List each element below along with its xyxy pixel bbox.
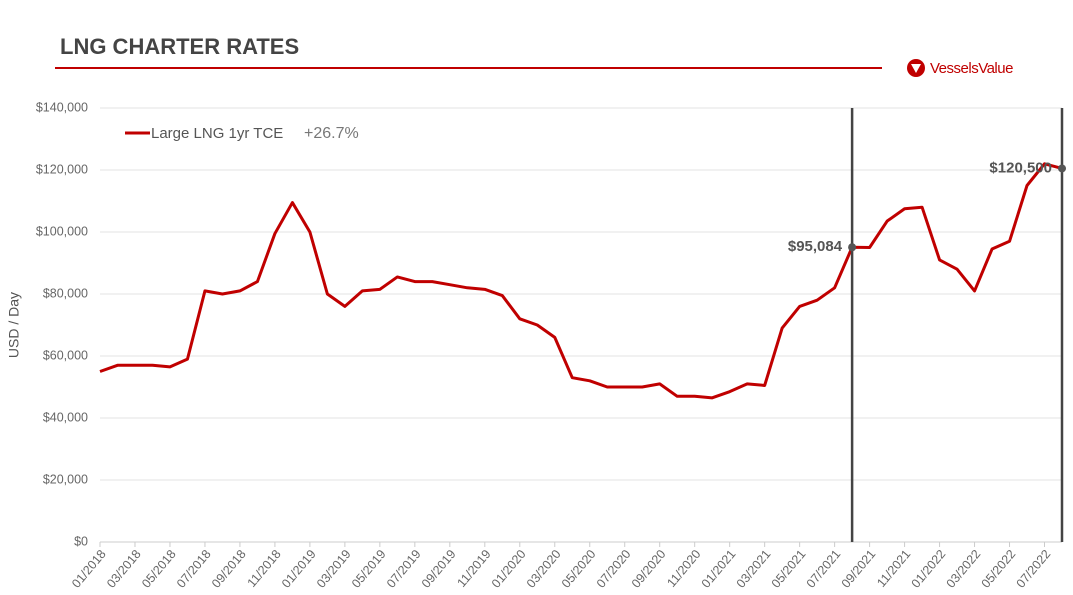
brand-name: VesselsValue	[930, 60, 1013, 77]
x-tick-label: 01/2021	[699, 547, 739, 591]
x-tick-label: 09/2018	[209, 547, 249, 591]
x-tick-label: 11/2019	[454, 547, 493, 590]
x-tick-label: 03/2018	[104, 547, 144, 591]
x-tick-label: 05/2019	[349, 547, 389, 591]
legend-change: +26.7%	[304, 125, 359, 142]
y-tick-label: $100,000	[36, 224, 88, 238]
x-tick-label: 11/2021	[874, 547, 913, 590]
x-tick-label: 05/2018	[139, 547, 179, 591]
y-tick-label: $0	[74, 534, 88, 548]
x-tick-label: 01/2018	[69, 547, 109, 591]
y-tick-label: $40,000	[43, 410, 88, 424]
data-line	[99, 162, 1063, 400]
x-tick-label: 09/2019	[419, 547, 459, 591]
x-tick-label: 07/2018	[174, 547, 214, 591]
x-tick-label: 03/2021	[734, 547, 774, 591]
x-tick-label: 07/2022	[1014, 547, 1054, 591]
x-tick-label: 07/2020	[594, 547, 634, 591]
y-axis-label: USD / Day	[6, 292, 22, 358]
x-tick-label: 05/2021	[769, 547, 809, 591]
x-tick-label: 05/2020	[559, 547, 599, 591]
chart-title: LNG CHARTER RATES	[60, 34, 299, 59]
annotation-label: $95,084	[788, 238, 843, 255]
x-tick-label: 01/2022	[909, 547, 949, 591]
x-tick-label: 11/2020	[664, 547, 703, 590]
x-tick-label: 07/2019	[384, 547, 424, 591]
x-tick-label: 01/2019	[279, 547, 319, 591]
annotation-label: $120,500	[989, 159, 1052, 176]
x-tick-label: 09/2020	[629, 547, 669, 591]
y-tick-label: $140,000	[36, 100, 88, 114]
annotation-point	[1058, 164, 1066, 173]
x-tick-label: 03/2020	[524, 547, 564, 591]
x-tick-label: 01/2020	[489, 547, 529, 591]
legend-label: Large LNG 1yr TCE	[151, 125, 283, 142]
y-tick-label: $60,000	[43, 348, 88, 362]
x-tick-label: 05/2022	[979, 547, 1019, 591]
x-tick-label: 03/2022	[944, 547, 984, 591]
x-tick-label: 07/2021	[804, 547, 844, 591]
y-tick-label: $120,000	[36, 162, 88, 176]
y-tick-label: $80,000	[43, 286, 88, 300]
y-tick-label: $20,000	[43, 472, 88, 486]
x-tick-label: 11/2018	[245, 547, 284, 590]
brand-logo-mark	[911, 64, 921, 73]
annotation-point	[848, 243, 857, 252]
x-tick-label: 09/2021	[839, 547, 879, 591]
x-tick-label: 03/2019	[314, 547, 354, 591]
